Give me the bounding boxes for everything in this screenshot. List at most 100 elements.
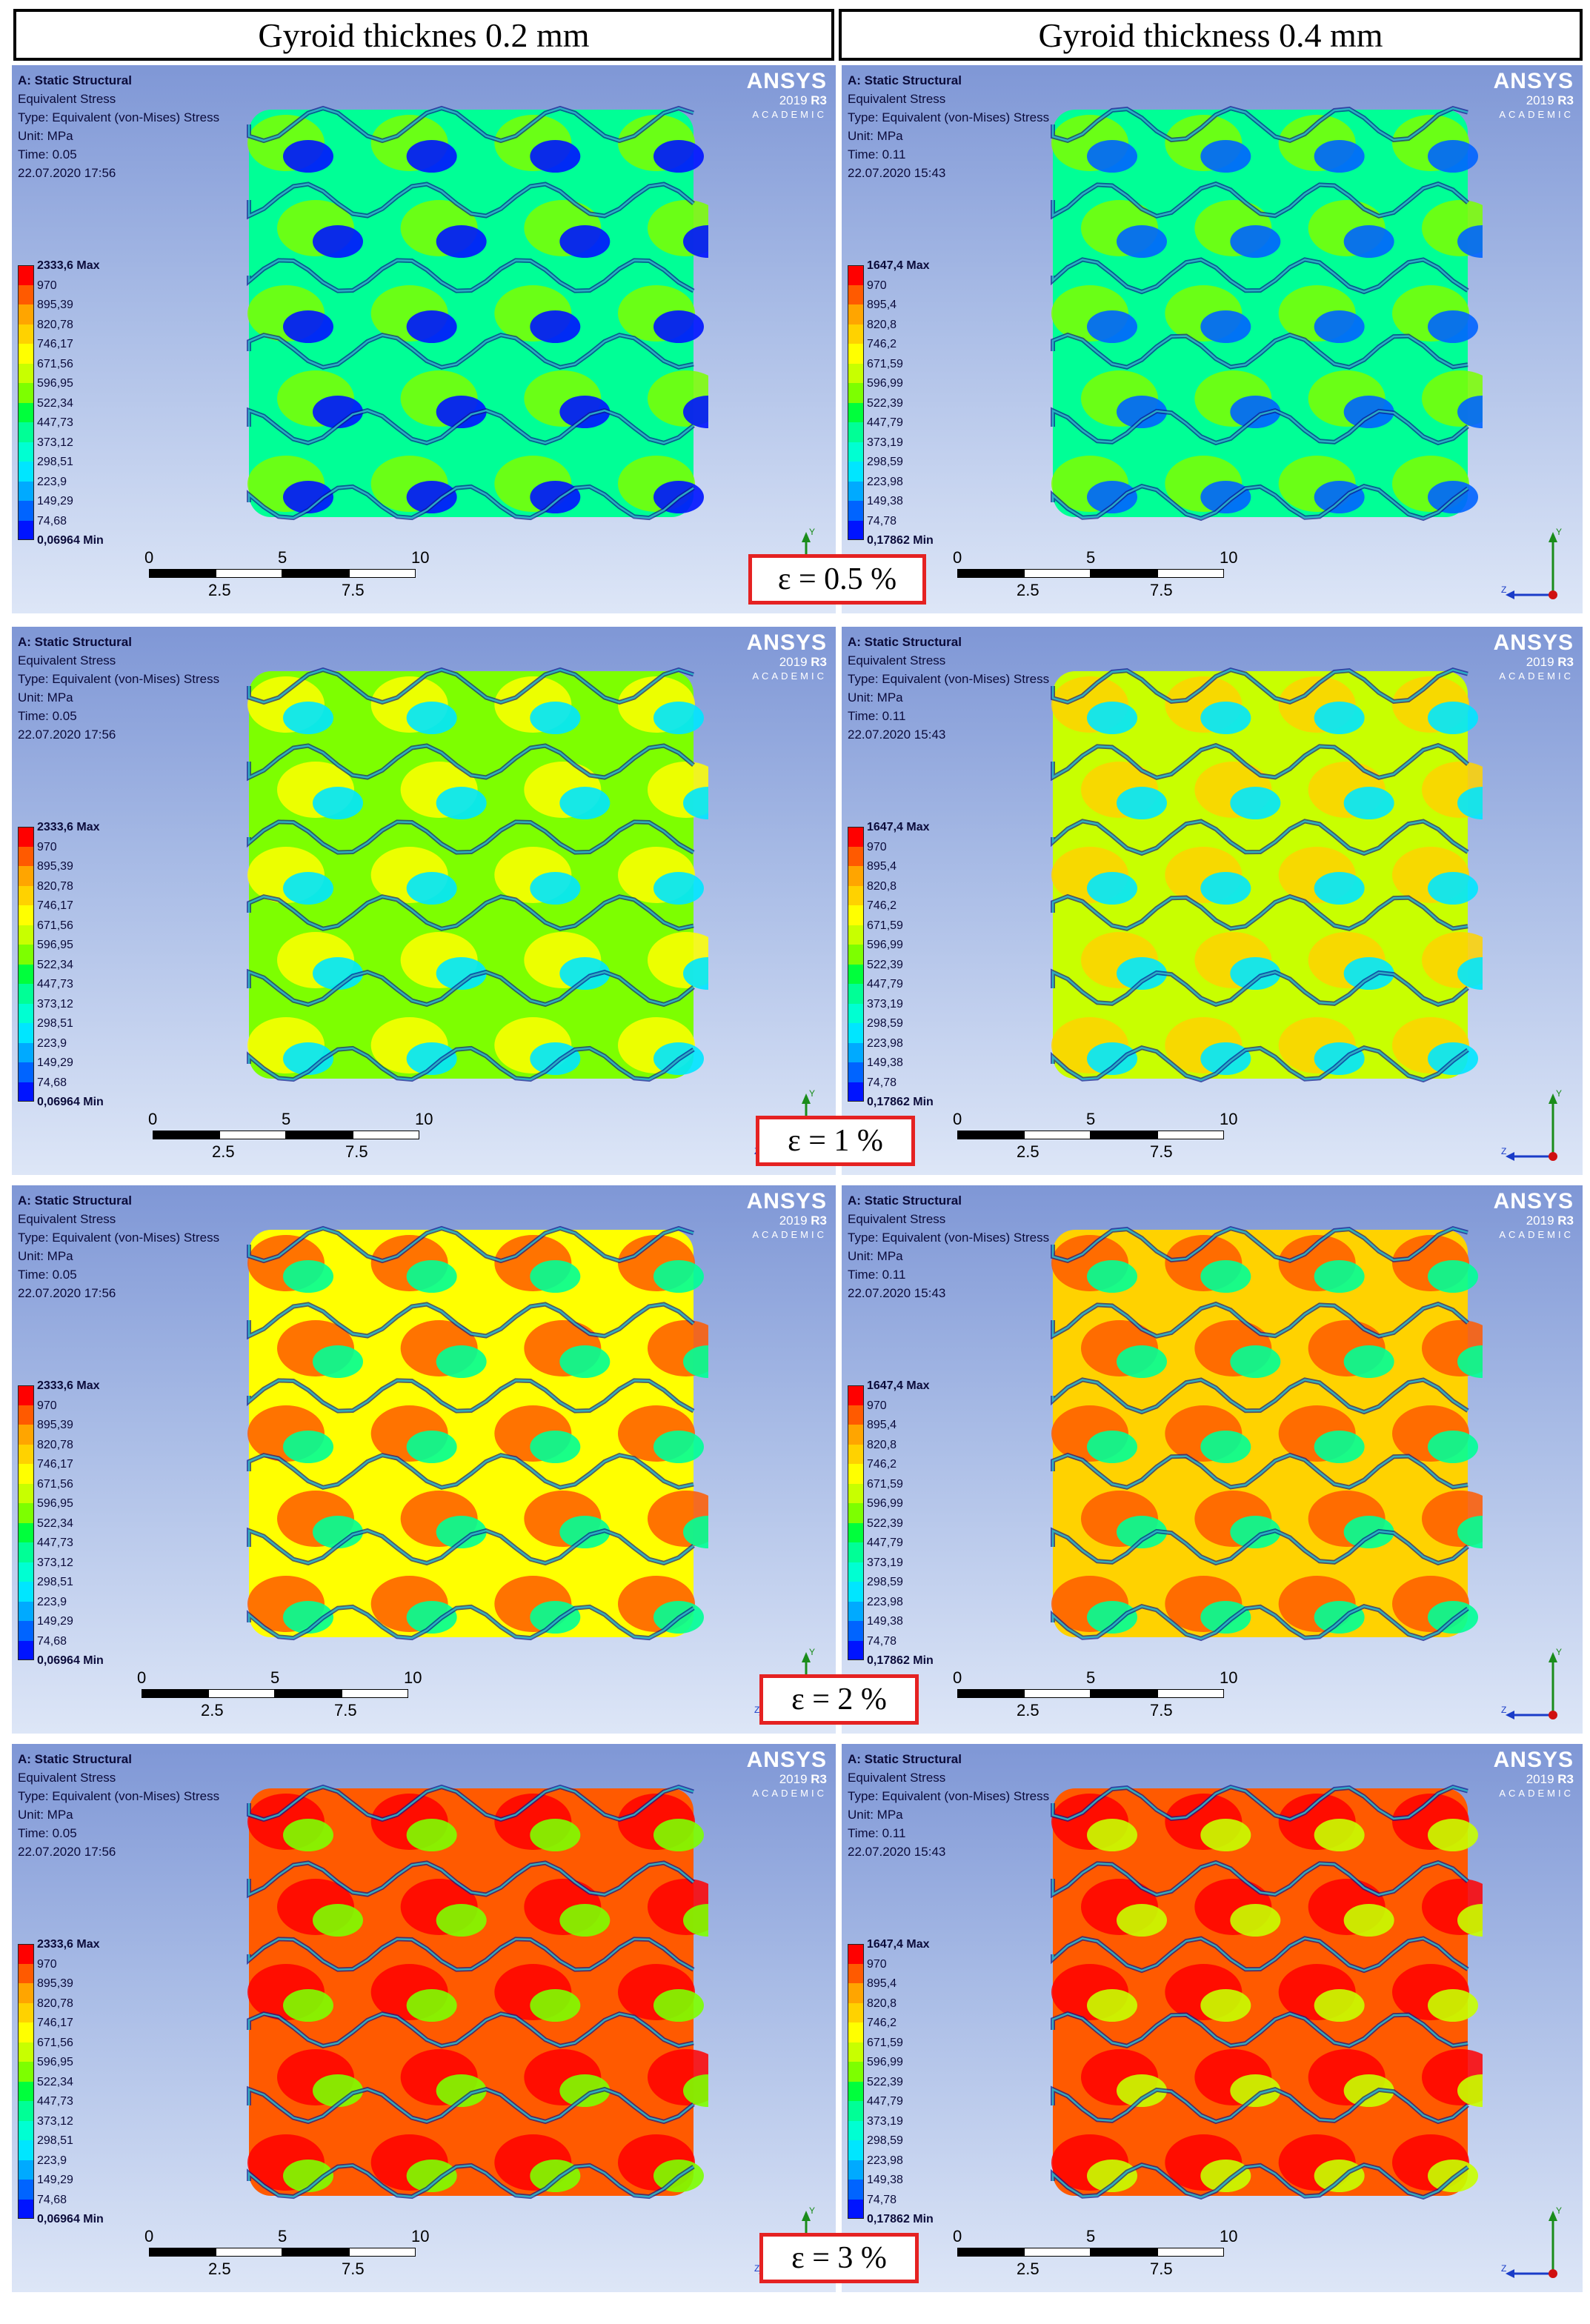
pore bbox=[1087, 2160, 1137, 2192]
pore bbox=[1230, 787, 1281, 819]
brand-name: ANSYS bbox=[1493, 1189, 1574, 1213]
ansys-logo: ANSYS 2019 R3 ACADEMIC bbox=[747, 631, 827, 683]
strut-highlight bbox=[1051, 2088, 1468, 2123]
scale-segment bbox=[149, 2248, 216, 2257]
pore bbox=[559, 2074, 611, 2107]
pore bbox=[530, 1989, 581, 2022]
strut-highlight bbox=[1051, 2163, 1468, 2199]
gyroid-lattice bbox=[247, 667, 708, 1082]
pore bbox=[1087, 1819, 1137, 1851]
pore bbox=[683, 1904, 708, 1937]
legend-label: 373,19 bbox=[867, 997, 903, 1010]
scale-label-top: 10 bbox=[415, 1110, 433, 1128]
legend-swatch bbox=[18, 2160, 34, 2180]
gyroid-lattice bbox=[247, 1784, 708, 2200]
scale-segment bbox=[1091, 1131, 1157, 1139]
analysis-info: A: Static Structural Equivalent Stress Typ… bbox=[18, 1191, 219, 1302]
brand-version-suffix: R3 bbox=[811, 1213, 827, 1228]
scale-label-bottom: 7.5 bbox=[1150, 1142, 1173, 1161]
legend-label: 522,39 bbox=[867, 958, 903, 971]
info-time: Time: 0.05 bbox=[18, 1826, 77, 1840]
strut-highlight bbox=[1051, 1861, 1468, 1897]
pore bbox=[653, 702, 704, 734]
scale-label-top: 5 bbox=[278, 548, 287, 567]
legend-label: 522,34 bbox=[37, 2075, 73, 2088]
pore bbox=[1200, 2160, 1251, 2192]
scale-bar: 0 5 10 2.5 7.5 bbox=[137, 1668, 423, 1728]
gyroid-lattice bbox=[1051, 1784, 1483, 2200]
strut-highlight bbox=[1051, 744, 1468, 779]
pore bbox=[1314, 140, 1365, 173]
brand-version: 2019 R3 bbox=[1494, 655, 1574, 670]
ansys-logo: ANSYS 2019 R3 ACADEMIC bbox=[1494, 1190, 1574, 1242]
z-axis-label: Z bbox=[1501, 1146, 1506, 1156]
legend-swatch bbox=[848, 1405, 864, 1425]
legend-label: 447,79 bbox=[867, 416, 903, 429]
legend-swatch bbox=[848, 1601, 864, 1621]
y-arrow-icon bbox=[802, 2211, 811, 2221]
legend-swatch bbox=[848, 1385, 864, 1405]
legend-swatch bbox=[18, 1082, 34, 1102]
legend-swatch bbox=[848, 2042, 864, 2062]
legend-swatch bbox=[848, 866, 864, 886]
scale-label-bottom: 2.5 bbox=[208, 2260, 231, 2278]
legend-label: 1647,4 Max bbox=[867, 1938, 930, 1951]
brand-edition: ACADEMIC bbox=[752, 1229, 827, 1240]
legend-label: 596,99 bbox=[867, 2056, 903, 2068]
legend-label: 447,73 bbox=[37, 978, 73, 990]
strut-highlight bbox=[1051, 1454, 1468, 1488]
legend-label: 596,99 bbox=[867, 939, 903, 951]
legend-label: 895,39 bbox=[37, 1977, 73, 1990]
analysis-info: A: Static Structural Equivalent Stress Typ… bbox=[848, 633, 1049, 744]
scale-segment bbox=[216, 569, 282, 578]
strut-highlight bbox=[247, 2088, 694, 2123]
info-line2: Equivalent Stress bbox=[18, 1771, 116, 1785]
stress-panel: A: Static Structural Equivalent Stress Typ… bbox=[842, 1185, 1583, 1734]
legend-swatch bbox=[848, 1944, 864, 1964]
legend-swatch bbox=[18, 1542, 34, 1562]
scale-segment bbox=[1024, 569, 1091, 578]
pore bbox=[1230, 1345, 1281, 1378]
info-time: Time: 0.11 bbox=[848, 147, 906, 162]
legend-label: 2333,6 Max bbox=[37, 1379, 100, 1392]
scale-label-bottom: 7.5 bbox=[1150, 581, 1173, 599]
stress-panel: A: Static Structural Equivalent Stress Typ… bbox=[12, 627, 836, 1175]
scale-segment bbox=[1024, 2248, 1091, 2257]
legend-label: 820,8 bbox=[867, 318, 897, 331]
legend-label: 298,51 bbox=[37, 1576, 73, 1588]
pore bbox=[1314, 702, 1365, 734]
brand-edition: ACADEMIC bbox=[1499, 670, 1574, 682]
info-line4: Unit: MPa bbox=[848, 1808, 903, 1822]
pore bbox=[283, 872, 333, 905]
brand-name: ANSYS bbox=[1493, 630, 1574, 655]
legend-swatch bbox=[18, 1963, 34, 1983]
y-arrow-icon bbox=[1549, 532, 1557, 542]
pore bbox=[559, 957, 611, 990]
legend-swatch bbox=[848, 1003, 864, 1023]
pore bbox=[530, 1431, 581, 1463]
scale-segment bbox=[142, 1689, 208, 1698]
scale-label-bottom: 2.5 bbox=[201, 1701, 224, 1719]
z-arrow-icon bbox=[1506, 590, 1514, 599]
strut-highlight bbox=[247, 895, 694, 930]
legend-swatch bbox=[18, 324, 34, 344]
strut-highlight bbox=[1051, 485, 1468, 520]
pore bbox=[653, 872, 704, 905]
pore bbox=[683, 1345, 708, 1378]
legend-swatch bbox=[18, 2081, 34, 2101]
brand-version-suffix: R3 bbox=[1557, 655, 1574, 669]
strut-highlight bbox=[247, 1605, 694, 1639]
pore bbox=[1457, 1516, 1483, 1548]
y-axis-label: Y bbox=[1556, 1647, 1562, 1657]
y-axis-label: Y bbox=[809, 1647, 815, 1657]
legend-label: 671,59 bbox=[867, 357, 903, 370]
pore bbox=[1314, 481, 1365, 513]
legend-label: 596,99 bbox=[867, 1497, 903, 1510]
legend-swatch bbox=[848, 2140, 864, 2160]
legend-label: 970 bbox=[867, 1957, 887, 1971]
pore bbox=[1117, 1904, 1167, 1937]
legend-label: 2333,6 Max bbox=[37, 1938, 100, 1951]
pore bbox=[1200, 1819, 1251, 1851]
legend-swatch bbox=[848, 442, 864, 462]
info-title: A: Static Structural bbox=[18, 73, 132, 87]
